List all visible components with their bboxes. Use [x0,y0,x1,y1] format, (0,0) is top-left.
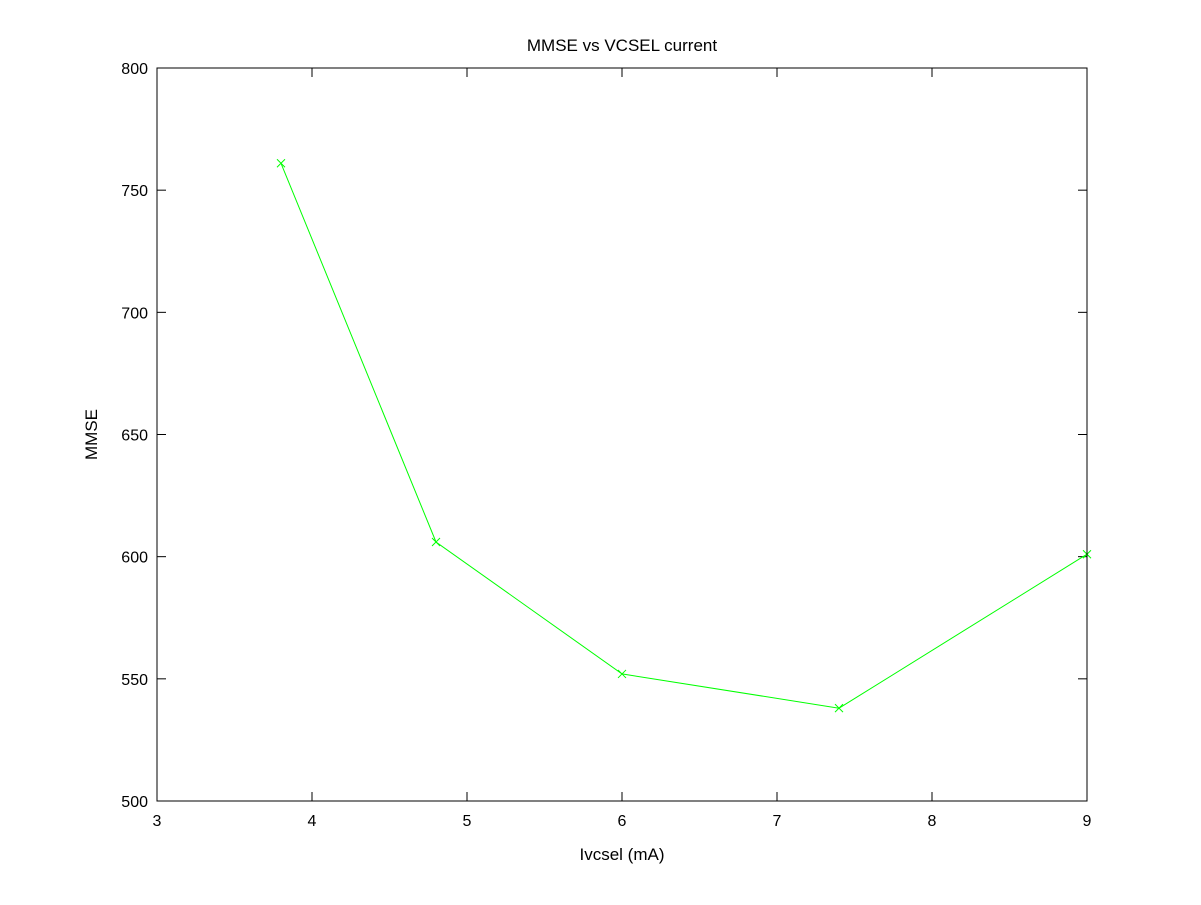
data-point-marker [617,669,627,679]
plot-frame [156,67,1088,802]
y-axis-title: MMSE [82,409,101,460]
y-tick-label: 500 [121,794,148,811]
data-point-marker [834,703,844,713]
x-tick-label: 6 [618,813,627,830]
x-tick-label: 7 [773,813,782,830]
x-tick-label: 8 [928,813,937,830]
x-tick-label: 9 [1083,813,1092,830]
x-tick-label: 3 [153,813,162,830]
y-tick-label: 750 [121,183,148,200]
y-tick-label: 800 [121,61,148,78]
x-axis-title: Ivcsel (mA) [580,845,665,864]
y-tick-label: 550 [121,672,148,689]
labels-layer: 3 4 5 6 7 8 9 500 550 600 650 700 750 800 [121,61,1091,830]
plot-area [157,68,1087,801]
data-point-marker [276,158,286,168]
data-point-marker [431,537,441,547]
series-layer [276,158,1092,713]
x-tick-label: 4 [308,813,317,830]
y-tick-label: 600 [121,550,148,567]
chart-title: MMSE vs VCSEL current [527,36,717,55]
y-tick-label: 650 [121,428,148,445]
y-tick-label: 700 [121,305,148,322]
x-tick-label: 5 [463,813,472,830]
